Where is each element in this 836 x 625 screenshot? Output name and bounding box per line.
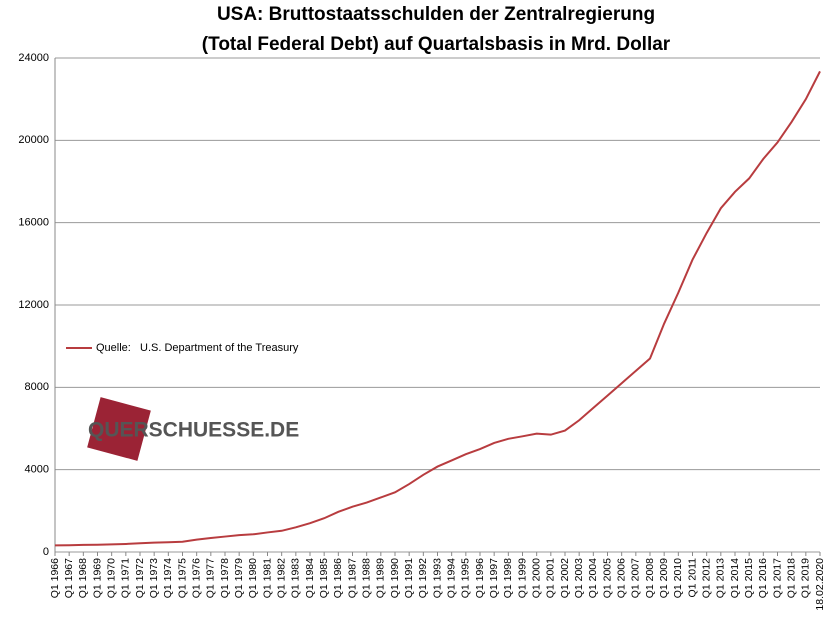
- x-tick-label: Q1 2004: [587, 558, 599, 598]
- x-tick-label: Q1 1970: [105, 558, 117, 598]
- x-tick-label: Q1 1974: [162, 558, 174, 598]
- x-tick-label: Q1 2015: [743, 558, 755, 598]
- x-tick-label: Q1 1975: [176, 558, 188, 598]
- x-tick-label: Q1 1987: [346, 558, 358, 598]
- x-tick-label: Q1 2018: [785, 558, 797, 598]
- x-tick-label: Q1 1982: [275, 558, 287, 598]
- x-tick-label: Q1 1986: [332, 558, 344, 598]
- x-tick-label: Q1 1992: [417, 558, 429, 598]
- x-tick-label: Q1 1967: [63, 558, 75, 598]
- chart-title: USA: Bruttostaatsschulden der Zentralreg…: [217, 4, 655, 25]
- x-tick-label: Q1 1988: [360, 558, 372, 598]
- x-tick-label: 18.02.2020: [814, 558, 826, 611]
- x-tick-label: Q1 2017: [771, 558, 783, 598]
- x-tick-label: Q1 1971: [120, 558, 132, 598]
- x-tick-label: Q1 2016: [757, 558, 769, 598]
- chart-subtitle: (Total Federal Debt) auf Quartalsbasis i…: [202, 34, 671, 55]
- x-tick-label: Q1 1993: [431, 558, 443, 598]
- x-tick-label: Q1 1998: [502, 558, 514, 598]
- x-tick-label: Q1 2003: [573, 558, 585, 598]
- x-tick-label: Q1 2007: [630, 558, 642, 598]
- x-tick-label: Q1 1978: [219, 558, 231, 598]
- legend-label: Quelle: U.S. Department of the Treasury: [96, 342, 299, 354]
- x-tick-label: Q1 1999: [516, 558, 528, 598]
- x-tick-label: Q1 1979: [233, 558, 245, 598]
- x-tick-label: Q1 1984: [304, 558, 316, 598]
- x-tick-label: Q1 1976: [190, 558, 202, 598]
- x-tick-label: Q1 1977: [205, 558, 217, 598]
- x-tick-label: Q1 1985: [318, 558, 330, 598]
- x-tick-label: Q1 2008: [644, 558, 656, 598]
- data-line: [54, 70, 821, 547]
- x-tick-label: Q1 1995: [460, 558, 472, 598]
- y-tick-label: 24000: [18, 52, 49, 64]
- x-tick-label: Q1 1966: [49, 558, 61, 598]
- x-tick-label: Q1 1973: [148, 558, 160, 598]
- x-tick-label: Q1 1981: [261, 558, 273, 598]
- x-tick-label: Q1 1996: [474, 558, 486, 598]
- x-tick-label: Q1 1997: [488, 558, 500, 598]
- y-tick-label: 20000: [18, 134, 49, 146]
- watermark: QUERSCHUESSE.DE: [88, 419, 299, 442]
- x-tick-label: Q1 2010: [672, 558, 684, 598]
- x-tick-label: Q1 2019: [800, 558, 812, 598]
- x-tick-label: Q1 1972: [134, 558, 146, 598]
- watermark-logo: [87, 397, 151, 461]
- x-tick-label: Q1 1991: [403, 558, 415, 598]
- x-tick-label: Q1 1980: [247, 558, 259, 598]
- x-tick-label: Q1 2000: [530, 558, 542, 598]
- x-tick-label: Q1 2014: [729, 558, 741, 598]
- x-tick-label: Q1 2001: [545, 558, 557, 598]
- x-tick-label: Q1 2009: [658, 558, 670, 598]
- y-tick-label: 0: [43, 546, 49, 558]
- x-tick-label: Q1 1989: [375, 558, 387, 598]
- y-tick-label: 8000: [25, 381, 49, 393]
- x-tick-label: Q1 1969: [91, 558, 103, 598]
- y-tick-label: 4000: [25, 464, 49, 476]
- x-tick-label: Q1 1994: [445, 558, 457, 598]
- x-tick-label: Q1 2005: [601, 558, 613, 598]
- x-tick-label: Q1 2011: [686, 558, 698, 598]
- x-tick-label: Q1 2012: [700, 558, 712, 598]
- x-tick-label: Q1 1983: [290, 558, 302, 598]
- x-tick-label: Q1 2002: [559, 558, 571, 598]
- x-tick-label: Q1 2013: [715, 558, 727, 598]
- x-tick-label: Q1 1990: [389, 558, 401, 598]
- x-tick-label: Q1 2006: [615, 558, 627, 598]
- y-tick-label: 12000: [18, 299, 49, 311]
- x-tick-label: Q1 1968: [77, 558, 89, 598]
- y-tick-label: 16000: [18, 217, 49, 229]
